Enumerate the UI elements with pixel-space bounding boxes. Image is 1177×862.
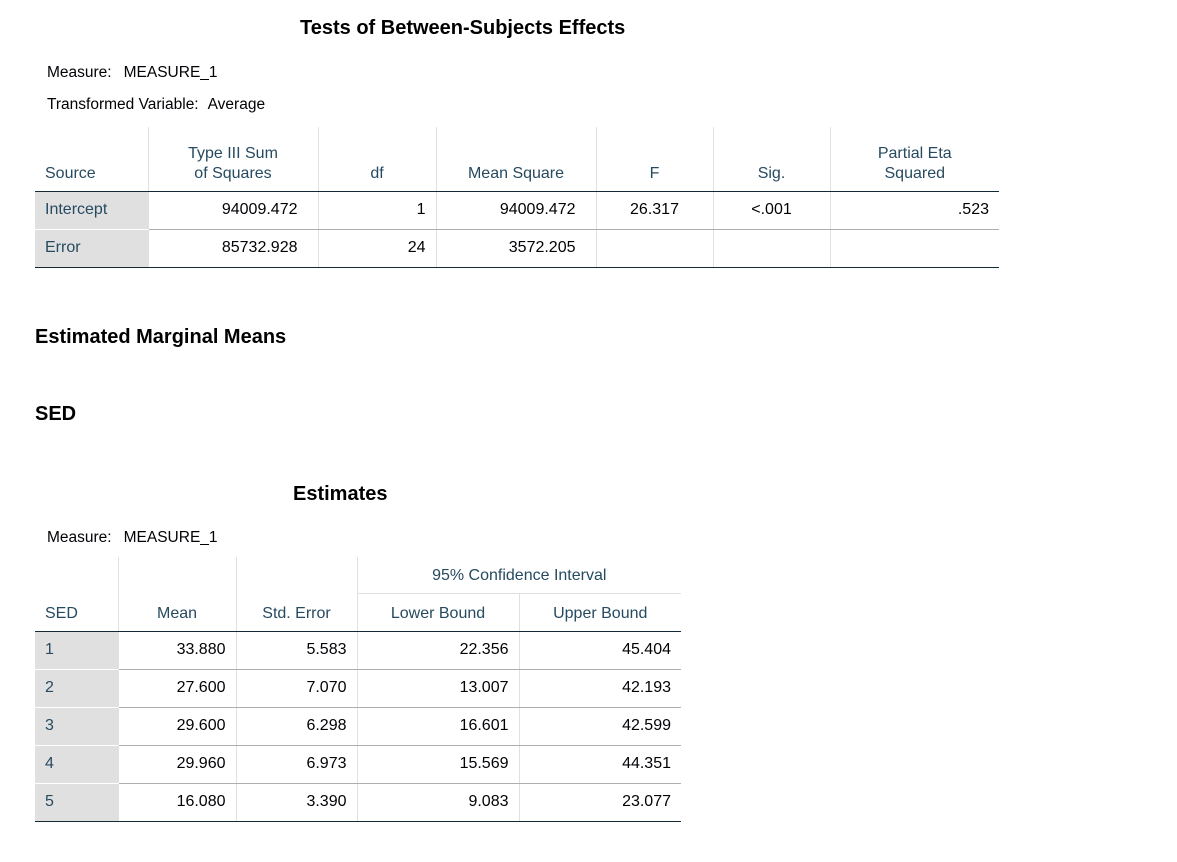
cell-eta	[829, 229, 999, 268]
cell-df: 1	[317, 191, 436, 230]
col-header-mean-square: Mean Square	[435, 127, 596, 192]
cell-lower-bound: 22.356	[356, 631, 519, 670]
measure-label: Measure:	[47, 64, 112, 81]
tbse-transformed-note: Transformed Variable: Average	[47, 96, 265, 114]
cell-mean: 27.600	[117, 669, 236, 708]
measure-value: MEASURE_1	[123, 64, 218, 81]
col-header-f: F	[595, 127, 713, 192]
row-label: 5	[35, 783, 118, 822]
blank-header	[117, 557, 236, 593]
transformed-label: Transformed Variable:	[47, 96, 199, 113]
cell-sig: <.001	[712, 191, 830, 230]
cell-ms: 3572.205	[435, 229, 596, 268]
cell-upper-bound: 23.077	[518, 783, 681, 822]
ss-header-line2: of Squares	[194, 164, 272, 182]
ss-header-line1: Type III Sum	[188, 144, 278, 162]
col-header-sed: SED	[35, 593, 118, 632]
col-header-upper-bound: Upper Bound	[518, 593, 681, 632]
cell-ss: 85732.928	[147, 229, 318, 268]
col-header-partial-eta: Partial Eta Squared	[829, 127, 999, 192]
measure-value: MEASURE_1	[123, 529, 218, 546]
cell-std-error: 6.298	[235, 707, 357, 746]
cell-mean: 29.960	[117, 745, 236, 784]
eta-header-line1: Partial Eta	[877, 144, 952, 162]
cell-std-error: 3.390	[235, 783, 357, 822]
row-label: 1	[35, 631, 118, 670]
eta-header-line2: Squared	[884, 164, 946, 182]
cell-lower-bound: 15.569	[356, 745, 519, 784]
sed-heading: SED	[35, 403, 77, 425]
cell-f	[595, 229, 713, 268]
measure-label: Measure:	[47, 529, 112, 546]
blank-header	[35, 557, 118, 593]
cell-upper-bound: 44.351	[518, 745, 681, 784]
cell-df: 24	[317, 229, 436, 268]
table-row: Error 85732.928 24 3572.205	[35, 229, 999, 268]
cell-eta: .523	[829, 191, 999, 230]
row-label: Intercept	[35, 191, 148, 230]
table-row: 4 29.960 6.973 15.569 44.351	[35, 745, 681, 784]
cell-ss: 94009.472	[147, 191, 318, 230]
transformed-value: Average	[207, 96, 266, 113]
cell-lower-bound: 16.601	[356, 707, 519, 746]
cell-ms: 94009.472	[435, 191, 596, 230]
col-header-sig: Sig.	[712, 127, 830, 192]
table-row: 5 16.080 3.390 9.083 23.077	[35, 783, 681, 822]
tbse-measure-note: Measure: MEASURE_1	[47, 64, 218, 82]
cell-std-error: 6.973	[235, 745, 357, 784]
row-label: 4	[35, 745, 118, 784]
tbse-title: Tests of Between-Subjects Effects	[300, 17, 626, 39]
cell-upper-bound: 45.404	[518, 631, 681, 670]
col-header-sum-of-squares: Type III Sum of Squares	[147, 127, 318, 192]
table-row: 1 33.880 5.583 22.356 45.404	[35, 631, 681, 670]
col-header-df: df	[317, 127, 436, 192]
row-label: 3	[35, 707, 118, 746]
cell-mean: 29.600	[117, 707, 236, 746]
cell-std-error: 7.070	[235, 669, 357, 708]
col-header-lower-bound: Lower Bound	[356, 593, 519, 632]
col-header-mean: Mean	[117, 593, 236, 632]
cell-lower-bound: 13.007	[356, 669, 519, 708]
cell-upper-bound: 42.193	[518, 669, 681, 708]
cell-lower-bound: 9.083	[356, 783, 519, 822]
estimates-table: 95% Confidence Interval SED Mean Std. Er…	[35, 557, 681, 822]
emm-heading: Estimated Marginal Means	[35, 326, 287, 348]
row-label: Error	[35, 229, 148, 268]
col-header-ci: 95% Confidence Interval	[356, 557, 681, 594]
estimates-title: Estimates	[293, 483, 388, 505]
cell-f: 26.317	[595, 191, 713, 230]
table-row: Intercept 94009.472 1 94009.472 26.317 <…	[35, 191, 999, 230]
table-row: 3 29.600 6.298 16.601 42.599	[35, 707, 681, 746]
table-row: 2 27.600 7.070 13.007 42.193	[35, 669, 681, 708]
col-header-source: Source	[35, 127, 148, 192]
col-header-std-error: Std. Error	[235, 593, 357, 632]
tbse-table: Source Type III Sum of Squares df Mean Sq…	[35, 127, 999, 268]
cell-mean: 33.880	[117, 631, 236, 670]
cell-mean: 16.080	[117, 783, 236, 822]
cell-upper-bound: 42.599	[518, 707, 681, 746]
row-label: 2	[35, 669, 118, 708]
cell-sig	[712, 229, 830, 268]
cell-std-error: 5.583	[235, 631, 357, 670]
estimates-measure-note: Measure: MEASURE_1	[47, 529, 218, 547]
blank-header	[235, 557, 357, 593]
